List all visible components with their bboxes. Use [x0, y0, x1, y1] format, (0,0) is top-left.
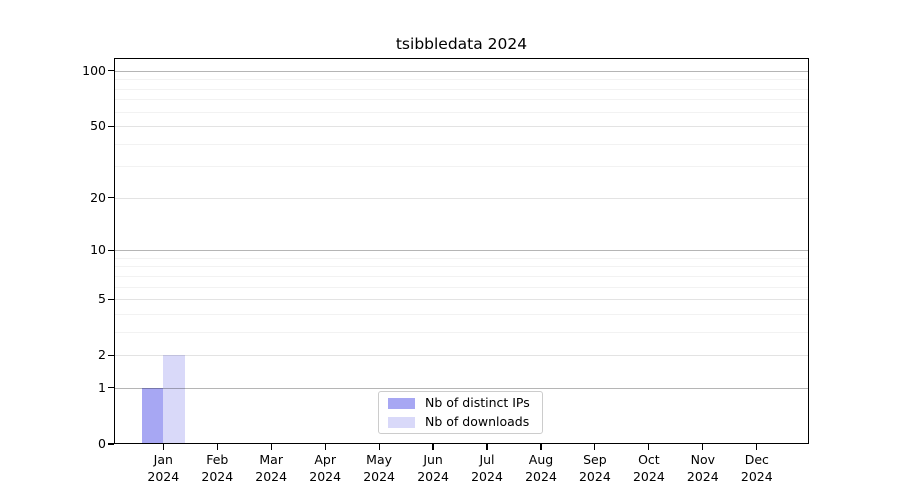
- x-tick-mark-dec: [756, 444, 758, 450]
- legend: Nb of distinct IPs Nb of downloads: [378, 391, 543, 434]
- y-tick-label-2: 2: [98, 347, 106, 363]
- y-tick-mark-0: [108, 443, 114, 445]
- x-tick-mark-feb: [216, 444, 218, 450]
- minor-gridline-30: [114, 166, 809, 168]
- minor-gridline-60: [114, 111, 809, 113]
- y-tick-mark-50: [108, 125, 114, 127]
- y-tick-label-20: 20: [90, 189, 106, 205]
- x-tick-label-dec: Dec 2024: [740, 452, 773, 484]
- x-tick-mark-apr: [324, 444, 326, 450]
- legend-item-distinct-ips: Nb of distinct IPs: [388, 395, 533, 411]
- x-tick-label-aug: Aug 2024: [525, 452, 557, 484]
- y-tick-mark-1: [108, 387, 114, 389]
- x-tick-mark-oct: [648, 444, 650, 450]
- x-tick-mark-jun: [432, 444, 434, 450]
- bar-distinct-ips-jan: [141, 387, 164, 444]
- legend-item-downloads: Nb of downloads: [388, 414, 533, 430]
- x-tick-label-oct: Oct 2024: [632, 452, 665, 484]
- x-tick-label-feb: Feb 2024: [201, 452, 234, 484]
- legend-label-downloads: Nb of downloads: [425, 414, 530, 429]
- gridline-5: [114, 299, 809, 301]
- x-tick-mark-sep: [594, 444, 596, 450]
- x-tick-label-nov: Nov 2024: [686, 452, 719, 484]
- y-tick-mark-10: [108, 249, 114, 251]
- y-tick-label-100: 100: [82, 62, 106, 78]
- x-tick-label-mar: Mar 2024: [255, 452, 288, 484]
- y-tick-label-0: 0: [98, 436, 106, 451]
- legend-label-distinct-ips: Nb of distinct IPs: [425, 395, 530, 410]
- gridline-20: [114, 197, 809, 199]
- gridline-2: [114, 355, 809, 357]
- y-tick-label-10: 10: [90, 242, 106, 258]
- bar-downloads-jan: [163, 355, 185, 444]
- gridline-100: [114, 70, 809, 72]
- x-tick-label-may: May 2024: [363, 452, 395, 484]
- chart-title: tsibbledata 2024: [395, 35, 528, 53]
- minor-gridline-70: [114, 99, 809, 101]
- gridline-1: [114, 387, 809, 389]
- x-tick-mark-aug: [540, 444, 542, 450]
- x-tick-mark-jan: [162, 444, 164, 450]
- x-tick-label-jan: Jan 2024: [147, 452, 180, 484]
- minor-gridline-6: [114, 286, 809, 288]
- minor-gridline-80: [114, 88, 809, 90]
- y-tick-mark-100: [108, 70, 114, 72]
- x-tick-label-jun: Jun 2024: [417, 452, 449, 484]
- minor-gridline-8: [114, 266, 809, 268]
- plot-area: [114, 58, 809, 444]
- gridline-10: [114, 250, 809, 252]
- x-tick-label-apr: Apr 2024: [309, 452, 342, 484]
- x-tick-label-sep: Sep 2024: [578, 452, 611, 484]
- x-tick-label-jul: Jul 2024: [471, 452, 503, 484]
- y-tick-label-5: 5: [98, 291, 106, 307]
- x-tick-mark-may: [378, 444, 380, 450]
- gridline-50: [114, 126, 809, 128]
- y-tick-mark-5: [108, 298, 114, 300]
- minor-gridline-90: [114, 79, 809, 81]
- y-tick-mark-2: [108, 354, 114, 356]
- legend-swatch-downloads: [388, 416, 415, 428]
- legend-swatch-distinct-ips: [388, 397, 415, 409]
- x-tick-mark-nov: [702, 444, 704, 450]
- y-tick-mark-20: [108, 197, 114, 199]
- minor-gridline-7: [114, 275, 809, 277]
- y-tick-label-1: 1: [98, 379, 106, 395]
- x-tick-mark-jul: [486, 444, 488, 450]
- minor-gridline-9: [114, 257, 809, 259]
- x-tick-mark-mar: [270, 444, 272, 450]
- minor-gridline-4: [114, 313, 809, 315]
- y-tick-label-50: 50: [90, 118, 106, 134]
- minor-gridline-3: [114, 331, 809, 333]
- minor-gridline-40: [114, 143, 809, 145]
